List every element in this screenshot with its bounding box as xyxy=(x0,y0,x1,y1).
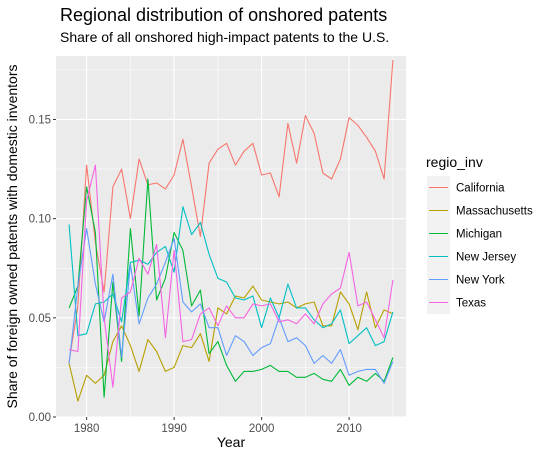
x-tick-label: 1980 xyxy=(74,423,100,435)
legend-label: Michigan xyxy=(456,229,502,241)
y-axis-title: Share of foreign owned patents with dome… xyxy=(4,65,20,409)
legend-label: California xyxy=(456,183,505,195)
y-tick-label: 0.05 xyxy=(29,313,51,325)
legend-label: New York xyxy=(456,275,505,287)
legend-title: regio_inv xyxy=(426,154,483,170)
chart-title: Regional distribution of onshored patent… xyxy=(60,5,387,25)
legend: regio_inv California Massachusetts Michiga… xyxy=(426,154,533,314)
x-axis: 1980 1990 2000 2010 xyxy=(74,417,362,435)
x-tick-label: 2000 xyxy=(249,423,275,435)
y-tick-label: 0.00 xyxy=(29,412,51,424)
plot-panel xyxy=(56,56,406,417)
series-line-new-jersey xyxy=(68,206,394,347)
legend-label: Massachusetts xyxy=(456,206,533,218)
legend-label: Texas xyxy=(456,298,486,310)
y-tick-label: 0.10 xyxy=(29,214,51,226)
series-lines xyxy=(68,59,394,402)
x-axis-title: Year xyxy=(217,434,246,450)
series-line-new-york xyxy=(68,228,394,384)
y-axis: 0.00 0.05 0.10 0.15 xyxy=(29,114,56,424)
series-line-massachusetts xyxy=(68,285,394,402)
legend-label: New Jersey xyxy=(456,252,516,264)
y-tick-label: 0.15 xyxy=(29,114,51,126)
x-tick-label: 2010 xyxy=(336,423,362,435)
x-tick-label: 1990 xyxy=(161,423,187,435)
major-gridlines xyxy=(56,56,406,418)
chart-subtitle: Share of all onshored high-impact patent… xyxy=(60,29,389,45)
series-line-california xyxy=(68,59,394,362)
series-line-texas xyxy=(68,164,394,388)
